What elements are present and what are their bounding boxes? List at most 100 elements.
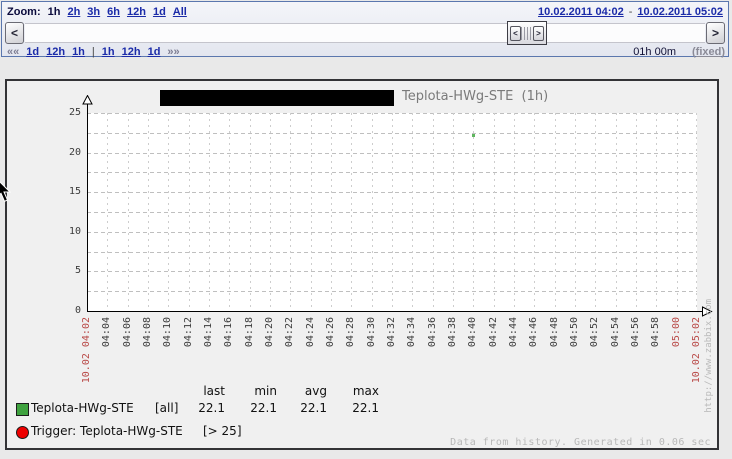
- nav-fwd-1h[interactable]: 1h: [101, 45, 115, 58]
- slider-right-handle[interactable]: >: [533, 25, 544, 41]
- nav-fwd-1d[interactable]: 1d: [147, 45, 161, 58]
- x-tick-label: 04:20: [264, 317, 275, 348]
- x-tick-label: 04:04: [101, 317, 113, 348]
- redacted-hostname-bar: [160, 90, 394, 106]
- x-tick-label: 04:54: [609, 317, 621, 348]
- x-tick-label: 04:38: [447, 317, 458, 348]
- zoom-selected-1h[interactable]: 1h: [47, 6, 61, 18]
- x-tick-label: 04:30: [365, 317, 377, 348]
- time-scrollbar-slider[interactable]: < >: [507, 21, 547, 45]
- zoom-links: Zoom: 1h 2h 3h 6h 12h 1d All: [7, 6, 187, 18]
- scroll-right-icon: >: [711, 26, 719, 40]
- legend-value: 22.1: [250, 401, 277, 415]
- slider-grip-icon[interactable]: [521, 26, 533, 40]
- y-tick-label: 20: [68, 146, 81, 158]
- time-control-panel: Zoom: 1h 2h 3h 6h 12h 1d All 10.02.2011 04:02…: [1, 1, 729, 58]
- x-tick-label: 04:08: [142, 317, 153, 348]
- legend-series-scope: [all]: [155, 401, 179, 415]
- zoom-option-2h[interactable]: 2h: [67, 6, 81, 18]
- nav-back-icon[interactable]: ««: [7, 45, 20, 58]
- scroll-right-button[interactable]: >: [706, 22, 725, 44]
- x-tick-label: 04:34: [406, 317, 418, 348]
- date-range: 10.02.2011 04:02 - 10.02.2011 05:02: [538, 6, 723, 18]
- x-tick-label: 04:28: [345, 317, 357, 348]
- x-tick-label: 04:14: [203, 317, 214, 348]
- nav-back-1h[interactable]: 1h: [72, 45, 85, 58]
- y-tick-label: 5: [74, 265, 81, 277]
- legend-trigger-swatch: [16, 426, 29, 439]
- zoom-label: Zoom:: [7, 6, 41, 18]
- plot-area: [87, 113, 697, 311]
- nav-separator: |: [91, 45, 95, 58]
- gridlines: [87, 113, 697, 311]
- zoom-row: Zoom: 1h 2h 3h 6h 12h 1d All 10.02.2011 04:02…: [7, 4, 723, 20]
- legend-trigger-name: Trigger: Teplota-HWg-STE: [31, 424, 183, 438]
- x-tick-label: 04:16: [223, 317, 235, 348]
- legend-series-name: Teplota-HWg-STE: [31, 401, 134, 415]
- x-axis-arrow-icon: [702, 306, 713, 317]
- zoom-option-1d[interactable]: 1d: [152, 6, 166, 18]
- y-axis-arrow-icon: [82, 95, 93, 105]
- period-nav-row: «« 1d 12h 1h | 1h 12h 1d »» 01h 00m (fixed): [7, 45, 725, 58]
- legend-header-last: last: [203, 384, 225, 398]
- zoom-option-6h[interactable]: 6h: [107, 6, 120, 18]
- x-tick-label: 04:46: [528, 317, 540, 348]
- legend-series-swatch: [16, 403, 29, 416]
- legend-header-avg: avg: [304, 384, 327, 398]
- graph-panel: Teplota-HWg-STE (1h) 0 5 10 15 20 25 10.02 04…: [5, 79, 719, 450]
- x-tick-label: 04:10: [162, 317, 174, 348]
- x-tick-label: 04:24: [304, 317, 316, 348]
- y-tick-label: 0: [74, 305, 81, 316]
- legend-header-min: min: [254, 384, 277, 398]
- zoom-option-list: 2h 3h 6h 12h 1d All: [67, 6, 186, 18]
- fixed-toggle-link[interactable]: (fixed): [692, 45, 725, 58]
- x-tick-label: 04:58: [650, 317, 662, 348]
- legend-value: 22.1: [198, 401, 225, 415]
- x-tick-label: 10.02 05:02: [691, 317, 702, 384]
- x-tick-label: 04:56: [630, 317, 641, 348]
- legend-header-max: max: [352, 384, 379, 398]
- x-tick-label: 04:32: [386, 317, 397, 348]
- x-tick-label: 10.02 04:02: [81, 317, 92, 384]
- generation-footer: Data from history. Generated in 0.06 sec: [450, 437, 711, 448]
- time-scrollbar-track[interactable]: [25, 23, 705, 43]
- x-tick-label: 04:50: [569, 317, 580, 348]
- x-tick-label: 04:06: [121, 317, 133, 348]
- graph-title: Teplota-HWg-STE (1h): [402, 89, 549, 104]
- zoom-option-12h[interactable]: 12h: [126, 6, 146, 18]
- x-tick-label: 04:44: [508, 317, 519, 348]
- period-shift-links: «« 1d 12h 1h | 1h 12h 1d »»: [7, 46, 180, 58]
- nav-back-12h[interactable]: 12h: [46, 45, 66, 58]
- data-point: [471, 134, 475, 138]
- nav-back-list: 1d 12h 1h: [26, 46, 85, 58]
- scroll-left-button[interactable]: <: [5, 22, 24, 44]
- legend-trigger-condition: [> 25]: [203, 424, 242, 438]
- date-from-link[interactable]: 10.02.2011 04:02: [538, 6, 624, 18]
- y-tick-label: 15: [68, 186, 81, 198]
- zoom-option-3h[interactable]: 3h: [87, 6, 101, 18]
- x-tick-label: 04:12: [182, 317, 194, 348]
- date-separator: -: [628, 6, 633, 18]
- x-tick-label: 04:48: [548, 317, 560, 348]
- zabbix-watermark: http://www.zabbix.com: [704, 299, 714, 413]
- nav-fwd-12h[interactable]: 12h: [121, 45, 141, 58]
- x-tick-label: 04:26: [325, 317, 336, 348]
- x-tick-label: 04:36: [426, 317, 438, 348]
- scroll-left-icon: <: [10, 26, 18, 40]
- legend-value: 22.1: [352, 401, 379, 415]
- x-tick-label: 04:52: [589, 317, 601, 348]
- zoom-option-All[interactable]: All: [172, 6, 187, 18]
- date-to-link[interactable]: 10.02.2011 05:02: [637, 6, 723, 18]
- slider-left-handle[interactable]: <: [510, 25, 521, 41]
- nav-fwd-icon[interactable]: »»: [167, 45, 180, 58]
- y-tick-label: 25: [68, 107, 81, 118]
- x-tick-label: 04:18: [243, 317, 255, 348]
- y-axis-line: [87, 104, 88, 311]
- period-info: 01h 00m (fixed): [633, 46, 725, 58]
- mouse-cursor-icon: [0, 181, 12, 202]
- x-axis-line: [87, 311, 705, 312]
- x-tick-label: 04:40: [467, 317, 479, 348]
- nav-back-1d[interactable]: 1d: [26, 45, 40, 58]
- y-tick-label: 10: [68, 225, 81, 237]
